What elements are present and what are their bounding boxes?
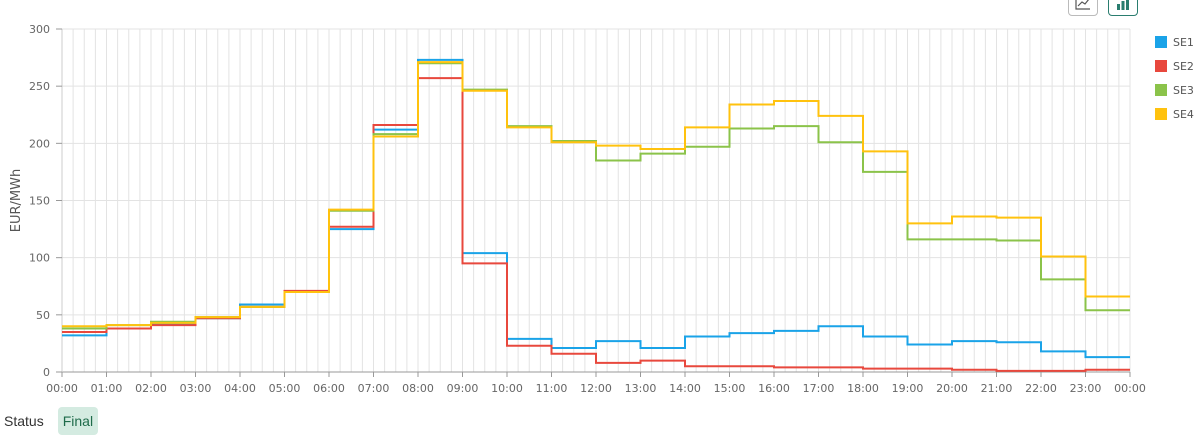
x-tick-label: 12:00: [580, 382, 612, 395]
axes: 0 50 100 150 200 250 300 00:00 01:00 02:00 03:00 04…: [29, 23, 1146, 395]
x-tick-label: 04:00: [224, 382, 256, 395]
legend-swatch: [1155, 108, 1167, 120]
x-tick-label: 18:00: [847, 382, 879, 395]
y-axis-label: EUR/MWh: [9, 169, 24, 232]
x-tick-label: 03:00: [180, 382, 212, 395]
legend-swatch: [1155, 60, 1167, 72]
legend-swatch: [1155, 36, 1167, 48]
status-label: Status: [4, 413, 44, 429]
x-tick-label: 15:00: [714, 382, 746, 395]
legend: SE1 SE2 SE3 SE4: [1155, 30, 1194, 126]
bar-chart-button[interactable]: [1108, 0, 1138, 16]
x-tick-label: 08:00: [402, 382, 434, 395]
x-tick-label: 21:00: [981, 382, 1013, 395]
x-tick-label: 02:00: [135, 382, 167, 395]
x-tick-label: 22:00: [1025, 382, 1057, 395]
x-tick-label: 01:00: [91, 382, 123, 395]
legend-swatch: [1155, 84, 1167, 96]
x-tick-label: 13:00: [625, 382, 657, 395]
price-chart: 0 50 100 150 200 250 300 00:00 01:00 02:00 03:00 04…: [9, 23, 1146, 395]
y-tick-label: 300: [29, 23, 50, 36]
chart-type-toolbar: [1068, 0, 1138, 16]
legend-item-se2[interactable]: SE2: [1155, 54, 1194, 78]
x-tick-label: 07:00: [358, 382, 390, 395]
legend-item-se3[interactable]: SE3: [1155, 78, 1194, 102]
y-tick-label: 200: [29, 137, 50, 150]
y-tick-label: 50: [36, 309, 50, 322]
x-tick-label: 23:00: [1070, 382, 1102, 395]
y-tick-label: 250: [29, 80, 50, 93]
x-tick-label: 19:00: [892, 382, 924, 395]
legend-label: SE4: [1173, 107, 1194, 121]
legend-label: SE1: [1173, 35, 1194, 49]
x-tick-label: 09:00: [447, 382, 479, 395]
legend-label: SE3: [1173, 83, 1194, 97]
x-tick-label: 06:00: [313, 382, 345, 395]
x-tick-label: 14:00: [669, 382, 701, 395]
x-tick-label: 16:00: [758, 382, 790, 395]
y-tick-label: 150: [29, 195, 50, 208]
line-chart-button[interactable]: [1068, 0, 1098, 16]
series-line-se4: [62, 61, 1130, 328]
legend-item-se1[interactable]: SE1: [1155, 30, 1194, 54]
x-tick-label: 10:00: [491, 382, 523, 395]
series-lines: [62, 58, 1130, 372]
x-tick-label: 20:00: [936, 382, 968, 395]
status-row: Status Final: [4, 407, 99, 435]
y-tick-label: 100: [29, 252, 50, 265]
legend-item-se4[interactable]: SE4: [1155, 102, 1194, 126]
line-chart-icon: [1075, 0, 1090, 10]
legend-label: SE2: [1173, 59, 1194, 73]
x-tick-label: 11:00: [536, 382, 568, 395]
grid: [61, 28, 1131, 373]
bar-chart-icon: [1117, 0, 1129, 10]
y-tick-label: 0: [43, 366, 50, 379]
x-tick-label: 17:00: [803, 382, 835, 395]
x-tick-label: 05:00: [269, 382, 301, 395]
status-badge: Final: [57, 407, 99, 435]
x-tick-label: 00:00: [1114, 382, 1146, 395]
x-tick-label: 00:00: [46, 382, 78, 395]
